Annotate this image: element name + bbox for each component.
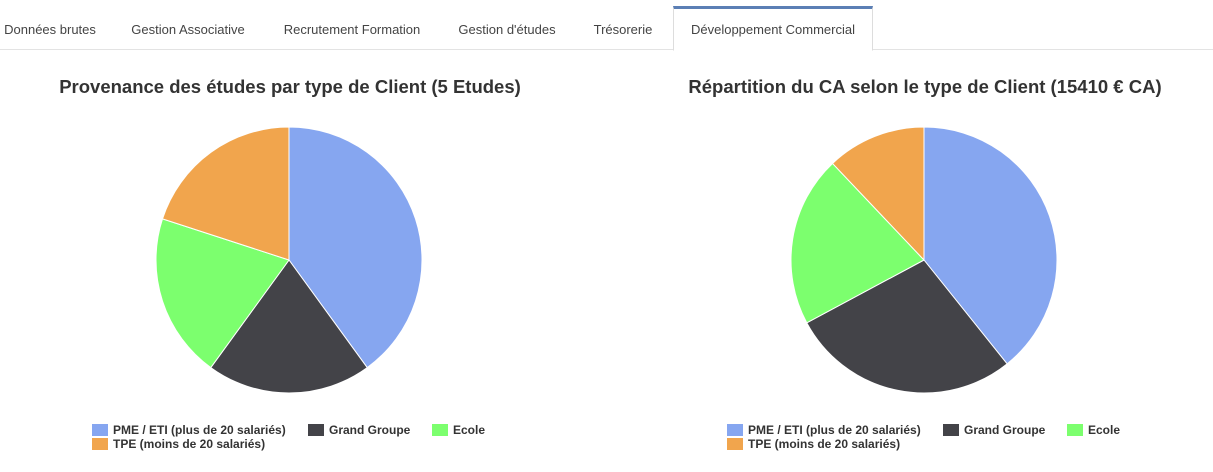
legend-swatch [943, 424, 959, 436]
legend-label: Ecole [1088, 423, 1121, 437]
tab-tresorerie[interactable]: Trésorerie [593, 22, 653, 37]
legend-item[interactable]: TPE (moins de 20 salariés) [92, 437, 265, 451]
pie-slice-1[interactable] [288, 126, 423, 369]
legend-swatch [432, 424, 448, 436]
legend-swatch [1067, 424, 1083, 436]
pie-slice-1[interactable] [923, 126, 1058, 365]
legend-item[interactable]: Grand Groupe [308, 423, 410, 437]
pie-slice-4[interactable] [162, 126, 290, 261]
legend-label: TPE (moins de 20 salariés) [113, 437, 266, 451]
legend-item[interactable]: PME / ETI (plus de 20 salariés) [727, 423, 921, 437]
legend-item[interactable]: TPE (moins de 20 salariés) [727, 437, 900, 451]
chart-2-title: Répartition du CA selon le type de Clien… [688, 76, 1162, 97]
pie-slice-3[interactable] [155, 218, 290, 369]
legend-label: PME / ETI (plus de 20 salariés) [113, 423, 286, 437]
tab-bar: Données brutes Gestion Associative Recru… [0, 0, 1213, 51]
tab-donnees-brutes[interactable]: Données brutes [4, 22, 96, 37]
legend-label: Ecole [453, 423, 486, 437]
legend-item[interactable]: Grand Groupe [943, 423, 1045, 437]
tab-recrutement-formation[interactable]: Recrutement Formation [283, 22, 421, 37]
legend-swatch [92, 424, 108, 436]
legend-item[interactable]: Ecole [1067, 423, 1120, 437]
legend-swatch [727, 424, 743, 436]
legend-label: Grand Groupe [329, 423, 411, 437]
legend-label: Grand Groupe [964, 423, 1046, 437]
pie-slice-2[interactable] [210, 259, 368, 394]
tab-gestion-etudes[interactable]: Gestion d'études [458, 22, 556, 37]
legend-label: TPE (moins de 20 salariés) [748, 437, 901, 451]
pie-slice-4[interactable] [832, 126, 925, 261]
tab-gestion-associative[interactable]: Gestion Associative [131, 22, 245, 37]
legend-swatch [308, 424, 324, 436]
pie-slice-2[interactable] [806, 259, 1008, 394]
legend-item[interactable]: Ecole [432, 423, 485, 437]
pie-slice-3[interactable] [790, 162, 925, 324]
legend-swatch [727, 438, 743, 450]
tab-developpement-commercial[interactable]: Développement Commercial [673, 6, 873, 51]
chart-1-title: Provenance des études par type de Client… [59, 76, 521, 97]
legend-swatch [92, 438, 108, 450]
legend-item[interactable]: PME / ETI (plus de 20 salariés) [92, 423, 286, 437]
legend-label: PME / ETI (plus de 20 salariés) [748, 423, 921, 437]
